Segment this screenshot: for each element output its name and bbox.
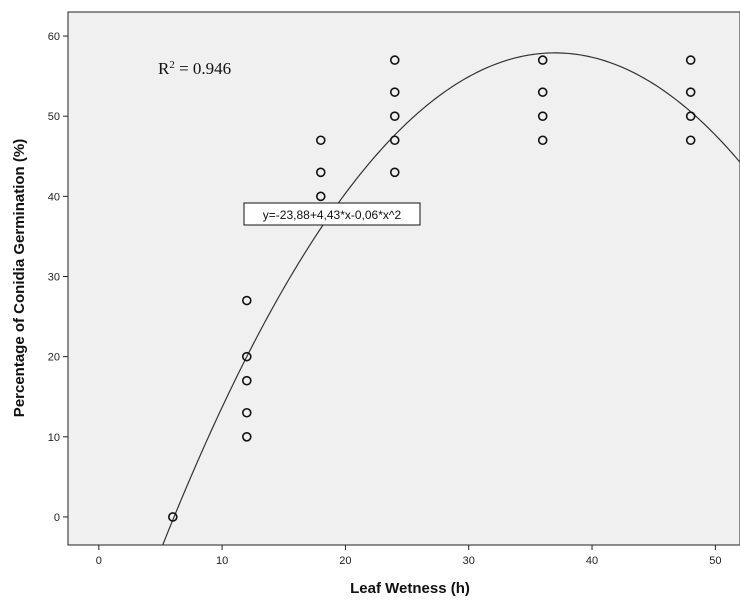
r-squared-annotation: R2 = 0.946	[158, 59, 231, 78]
y-tick-label: 50	[48, 111, 60, 123]
fit-curve	[162, 52, 740, 545]
data-point	[168, 512, 178, 522]
data-point	[685, 135, 696, 146]
data-point	[389, 135, 400, 146]
data-point	[389, 55, 400, 65]
y-tick-label: 20	[48, 352, 60, 364]
data-point	[685, 55, 696, 65]
y-tick-label: 0	[54, 512, 60, 524]
plot-area	[67, 11, 740, 546]
points-layer	[168, 55, 696, 522]
plot-clip-group	[162, 52, 740, 545]
data-point	[241, 351, 252, 362]
data-point	[315, 167, 326, 178]
x-tick-label: 30	[463, 555, 475, 567]
data-point	[389, 87, 400, 97]
data-point	[685, 87, 696, 97]
x-axis-ticks: 0 10 20 30 40 50	[96, 545, 721, 567]
data-point	[389, 111, 400, 121]
x-axis-title: Leaf Wetness (h)	[350, 580, 470, 597]
x-tick-label: 0	[96, 555, 102, 567]
data-point	[241, 407, 252, 418]
y-tick-label: 60	[48, 31, 60, 43]
x-tick-label: 40	[586, 555, 598, 567]
equation-label: y=-23,88+4,43*x-0,06*x^2	[263, 208, 402, 222]
data-point	[685, 111, 696, 121]
data-point	[315, 135, 326, 146]
data-point	[537, 87, 548, 97]
x-tick-label: 10	[216, 555, 228, 567]
x-tick-label: 20	[339, 555, 351, 567]
y-tick-label: 10	[48, 432, 60, 444]
data-point	[389, 167, 400, 178]
data-point	[315, 191, 326, 202]
data-point	[537, 135, 548, 146]
x-tick-label: 50	[709, 555, 721, 567]
data-point	[537, 111, 548, 121]
equation-box: y=-23,88+4,43*x-0,06*x^2	[243, 202, 421, 226]
y-tick-label: 40	[48, 191, 60, 203]
y-tick-label: 30	[48, 271, 60, 283]
y-axis-ticks: 0 10 20 30 40 50 60	[48, 31, 68, 524]
data-point	[241, 431, 252, 442]
data-point	[241, 295, 252, 306]
y-axis-title: Percentage of Conidia Germination (%)	[11, 139, 28, 417]
data-point	[537, 55, 548, 65]
data-point	[241, 375, 252, 386]
